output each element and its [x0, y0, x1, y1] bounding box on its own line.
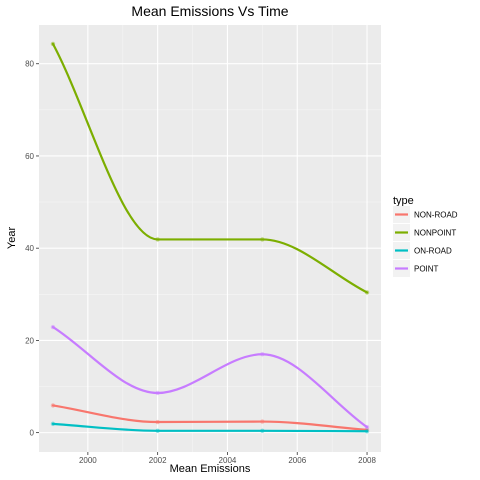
- legend-title: type: [393, 195, 414, 207]
- data-point-nonpoint: [365, 290, 369, 294]
- data-point-point: [365, 425, 369, 429]
- y-tick-label: 0: [30, 429, 35, 438]
- y-axis-title: Year: [6, 227, 18, 250]
- data-point-on-road: [365, 429, 369, 433]
- x-tick-label: 2006: [288, 456, 306, 465]
- data-point-point: [51, 325, 55, 329]
- data-point-non-road: [51, 403, 55, 407]
- y-axis: 0 20 40 60 80: [25, 60, 39, 438]
- data-point-on-road: [51, 422, 55, 426]
- data-point-nonpoint: [155, 237, 159, 241]
- x-axis-title: Mean Emissions: [170, 463, 251, 475]
- data-point-non-road: [260, 419, 264, 423]
- y-tick-label: 80: [25, 60, 34, 69]
- x-tick-label: 2000: [79, 456, 97, 465]
- data-point-point: [260, 352, 264, 356]
- y-tick-label: 60: [25, 152, 34, 161]
- data-point-nonpoint: [51, 42, 55, 46]
- x-tick-label: 2002: [149, 456, 167, 465]
- chart-title: Mean Emissions Vs Time: [131, 3, 288, 19]
- legend-label-non-road: NON-ROAD: [414, 211, 458, 220]
- data-point-on-road: [260, 429, 264, 433]
- y-tick-label: 40: [25, 244, 34, 253]
- data-point-point: [155, 391, 159, 395]
- x-tick-label: 2008: [358, 456, 376, 465]
- y-tick-label: 20: [25, 336, 34, 345]
- legend: type NON-ROAD NONPOINT ON-ROAD POINT: [393, 195, 458, 277]
- legend-label-point: POINT: [414, 265, 439, 274]
- data-point-on-road: [155, 429, 159, 433]
- data-point-nonpoint: [260, 237, 264, 241]
- data-point-non-road: [155, 420, 159, 424]
- legend-label-nonpoint: NONPOINT: [414, 229, 456, 238]
- legend-label-on-road: ON-ROAD: [414, 247, 452, 256]
